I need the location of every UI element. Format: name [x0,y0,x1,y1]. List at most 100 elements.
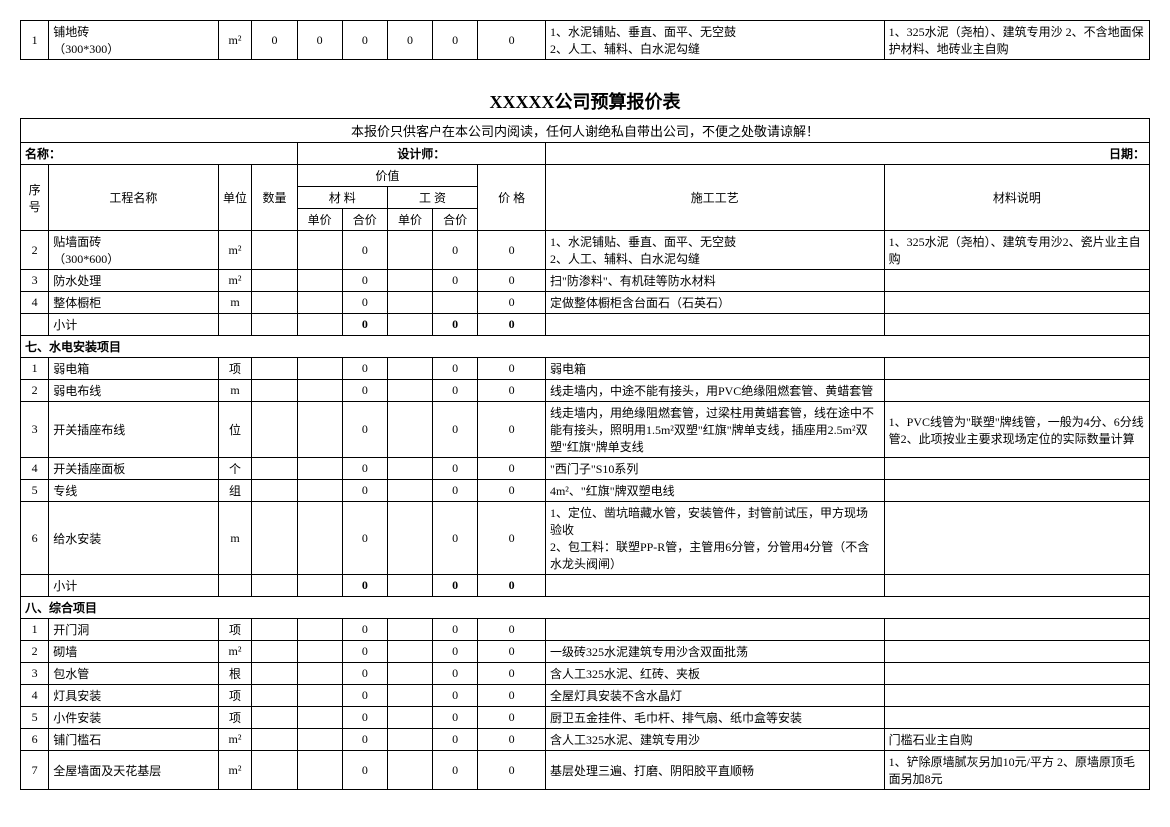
cell-matUp [297,231,342,270]
cell-desc [884,641,1149,663]
cell-craft: 线走墙内，中途不能有接头，用PVC绝缘阻燃套管、黄蜡套管 [545,380,884,402]
cell-labUp [387,751,432,790]
cell-price: 0 [478,641,546,663]
cell-qty [252,380,297,402]
cell-name: 包水管 [49,663,218,685]
cell-price: 0 [478,458,546,480]
cell-seq: 1 [21,21,49,60]
cell-labTot: 0 [433,480,478,502]
cell-matTot: 0 [342,729,387,751]
subtotal-price: 0 [478,575,546,597]
cell-desc [884,663,1149,685]
cell-labTot: 0 [433,685,478,707]
cell-craft: 1、水泥铺贴、垂直、面平、无空鼓2、人工、辅料、白水泥勾缝 [545,21,884,60]
cell-labTot: 0 [433,502,478,575]
cell-name: 全屋墙面及天花基层 [49,751,218,790]
cell-labUp [387,729,432,751]
cell-price: 0 [478,358,546,380]
cell-matUp [297,480,342,502]
cell-unit: 根 [218,663,252,685]
cell-desc [884,685,1149,707]
cell-matTot: 0 [342,270,387,292]
cell-qty [252,729,297,751]
cell-qty [252,663,297,685]
cell-qty [252,458,297,480]
cell-qty [252,619,297,641]
cell-matUp [297,358,342,380]
cell-matUp [297,402,342,458]
cell-matTot: 0 [342,641,387,663]
cell-unit: m [218,292,252,314]
col-price: 价 格 [478,165,546,231]
cell-unit: 项 [218,619,252,641]
cell-seq: 1 [21,358,49,380]
table-row: 1铺地砖（300*300）m²0000001、水泥铺贴、垂直、面平、无空鼓2、人… [21,21,1150,60]
cell-desc: 1、325水泥（尧柏）、建筑专用沙 2、不含地面保护材料、地砖业主自购 [884,21,1149,60]
cell-name: 开关插座布线 [49,402,218,458]
cell-labUp [387,402,432,458]
cell-seq: 7 [21,751,49,790]
cell-desc [884,458,1149,480]
cell-matTot: 0 [342,663,387,685]
cell-name: 贴墙面砖（300*600） [49,231,218,270]
cell-craft: 基层处理三遍、打磨、阴阳胶平直顺畅 [545,751,884,790]
cell-price: 0 [478,380,546,402]
cell-labUp [387,663,432,685]
cell-seq: 5 [21,707,49,729]
cell-name: 弱电箱 [49,358,218,380]
cell-matTot: 0 [342,292,387,314]
cell-matTot: 0 [342,685,387,707]
cell-matUp [297,502,342,575]
cell-price: 0 [478,402,546,458]
cell-seq: 6 [21,502,49,575]
cell-qty [252,270,297,292]
cell-seq: 1 [21,619,49,641]
cell-qty [252,641,297,663]
cell-seq: 6 [21,729,49,751]
cell-qty [252,751,297,790]
col-value: 价值 [297,165,478,187]
date-label: 日期： [545,143,1149,165]
col-lab-up: 单价 [387,209,432,231]
cell-unit: m² [218,641,252,663]
cell-matUp [297,619,342,641]
table-row: 6给水安装m0001、定位、凿坑暗藏水管，安装管件，封管前试压，甲方现场验收2、… [21,502,1150,575]
cell-craft: 一级砖325水泥建筑专用沙含双面批荡 [545,641,884,663]
table-row: 7全屋墙面及天花基层m²000基层处理三遍、打磨、阴阳胶平直顺畅1、铲除原墙腻灰… [21,751,1150,790]
cell-qty [252,402,297,458]
cell-matTot: 0 [342,231,387,270]
cell-craft: 厨卫五金挂件、毛巾杆、排气扇、纸巾盒等安装 [545,707,884,729]
subtotal-mattot: 0 [342,314,387,336]
cell-matTot: 0 [342,21,387,60]
cell-name: 灯具安装 [49,685,218,707]
cell-unit: m² [218,751,252,790]
cell-labUp [387,458,432,480]
cell-matUp [297,663,342,685]
cell-matTot: 0 [342,502,387,575]
cell-name: 整体橱柜 [49,292,218,314]
cell-labTot: 0 [433,707,478,729]
cell-matUp [297,707,342,729]
cell-name: 开关插座面板 [49,458,218,480]
cell-labTot: 0 [433,270,478,292]
table-row: 6铺门槛石m²000含人工325水泥、建筑专用沙门槛石业主自购 [21,729,1150,751]
cell-qty [252,480,297,502]
cell-unit: 项 [218,358,252,380]
cell-desc [884,380,1149,402]
col-labor: 工 资 [387,187,477,209]
cell-seq: 3 [21,402,49,458]
cell-labUp [387,707,432,729]
cell-price: 0 [478,270,546,292]
cell-price: 0 [478,502,546,575]
cell-labTot: 0 [433,458,478,480]
cell-craft: 扫"防渗料"、有机硅等防水材料 [545,270,884,292]
name-label: 名称： [21,143,298,165]
cell-desc [884,270,1149,292]
cell-desc [884,480,1149,502]
col-unit: 单位 [218,165,252,231]
cell-qty [252,685,297,707]
cell-craft: 含人工325水泥、红砖、夹板 [545,663,884,685]
table-row: 3防水处理m²000扫"防渗料"、有机硅等防水材料 [21,270,1150,292]
table-row: 4整体橱柜m00定做整体橱柜含台面石（石英石） [21,292,1150,314]
cell-name: 开门洞 [49,619,218,641]
